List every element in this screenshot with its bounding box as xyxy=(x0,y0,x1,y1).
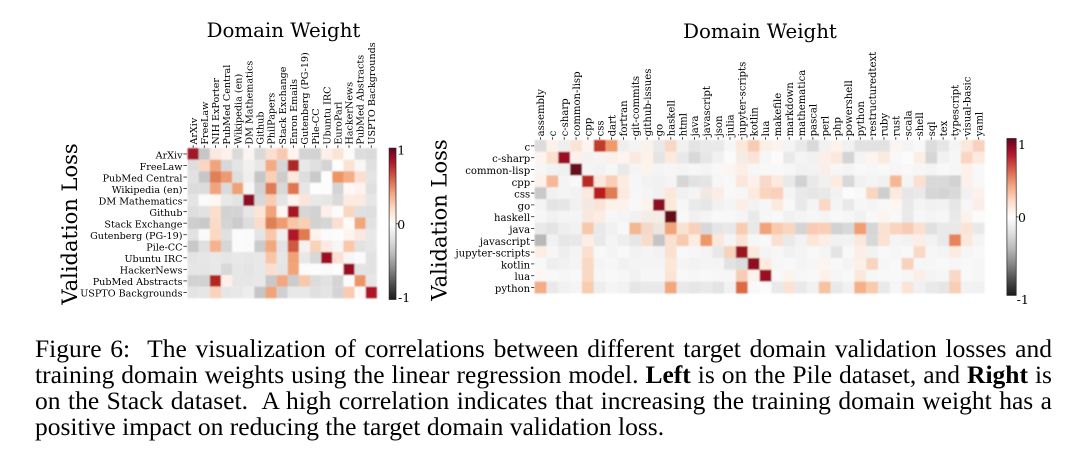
svg-text:USPTO Backgrounds: USPTO Backgrounds xyxy=(367,42,378,144)
svg-text:github-issues: github-issues xyxy=(643,69,654,137)
svg-text:python: python xyxy=(856,101,867,137)
svg-text:PubMed Abstracts: PubMed Abstracts xyxy=(93,277,183,288)
svg-text:Stack Exchange: Stack Exchange xyxy=(278,66,289,144)
svg-text:FreeLaw: FreeLaw xyxy=(200,101,211,145)
svg-text:jupyter-scripts: jupyter-scripts xyxy=(738,62,749,138)
svg-text:ArXiv: ArXiv xyxy=(155,150,183,161)
svg-text:javascript: javascript xyxy=(479,237,530,248)
svg-text:PubMed Abstracts: PubMed Abstracts xyxy=(356,55,367,145)
svg-text:-1: -1 xyxy=(398,290,410,305)
svg-text:jupyter-scripts: jupyter-scripts xyxy=(455,249,531,260)
svg-text:rust: rust xyxy=(891,116,902,137)
svg-text:common-lisp: common-lisp xyxy=(465,166,530,177)
svg-text:0: 0 xyxy=(1018,210,1026,225)
svg-text:Validation Loss: Validation Loss xyxy=(58,143,82,305)
svg-text:Validation Loss: Validation Loss xyxy=(428,139,452,301)
svg-text:pascal: pascal xyxy=(809,104,820,137)
svg-text:PubMed Central: PubMed Central xyxy=(103,173,183,184)
svg-text:PubMed Central: PubMed Central xyxy=(222,65,233,145)
svg-text:c-sharp: c-sharp xyxy=(560,98,571,136)
svg-text:Github: Github xyxy=(149,208,182,219)
svg-text:java: java xyxy=(690,116,701,138)
svg-text:c: c xyxy=(525,142,531,153)
svg-text:Gutenberg (PG-19): Gutenberg (PG-19) xyxy=(300,52,311,144)
svg-text:makefile: makefile xyxy=(773,93,784,137)
svg-text:ArXiv: ArXiv xyxy=(189,117,200,145)
svg-text:kotlin: kotlin xyxy=(501,260,531,271)
svg-text:css: css xyxy=(595,120,606,136)
svg-text:Wikipedia (en): Wikipedia (en) xyxy=(233,74,244,145)
svg-text:javascript: javascript xyxy=(702,86,713,137)
svg-text:-1: -1 xyxy=(1017,292,1029,307)
svg-text:julia: julia xyxy=(726,114,737,137)
svg-text:USPTO Backgrounds: USPTO Backgrounds xyxy=(80,289,182,300)
svg-text:restructuredtext: restructuredtext xyxy=(868,52,879,137)
svg-text:Stack Exchange: Stack Exchange xyxy=(104,220,182,231)
svg-text:lua: lua xyxy=(761,121,772,137)
svg-text:sql: sql xyxy=(927,122,938,137)
svg-text:java: java xyxy=(508,225,530,236)
svg-text:EuroParl: EuroParl xyxy=(333,102,344,145)
svg-text:Ubuntu IRC: Ubuntu IRC xyxy=(124,254,182,265)
svg-text:ruby: ruby xyxy=(880,113,891,137)
svg-text:HackerNews: HackerNews xyxy=(345,82,356,145)
svg-text:markdown: markdown xyxy=(785,82,796,137)
svg-text:Pile-CC: Pile-CC xyxy=(311,108,322,144)
svg-text:Domain Weight: Domain Weight xyxy=(683,20,837,43)
svg-text:c-sharp: c-sharp xyxy=(492,154,530,165)
svg-text:haskell: haskell xyxy=(666,100,677,136)
svg-text:DM Mathematics: DM Mathematics xyxy=(99,196,183,207)
svg-text:cpp: cpp xyxy=(584,118,595,137)
svg-text:Ubuntu IRC: Ubuntu IRC xyxy=(322,87,333,145)
svg-text:Pile-CC: Pile-CC xyxy=(146,243,182,254)
svg-text:tex: tex xyxy=(939,120,950,136)
svg-text:powershell: powershell xyxy=(844,80,855,136)
svg-text:php: php xyxy=(832,117,843,136)
svg-text:kotlin: kotlin xyxy=(749,107,760,137)
svg-text:typescript: typescript xyxy=(951,85,962,137)
svg-text:FreeLaw: FreeLaw xyxy=(140,162,184,173)
svg-text:go: go xyxy=(655,124,666,137)
svg-text:Github: Github xyxy=(256,112,267,145)
svg-text:html: html xyxy=(678,113,689,136)
svg-text:DM Mathematics: DM Mathematics xyxy=(244,61,255,145)
svg-text:cpp: cpp xyxy=(512,178,531,189)
svg-text:yaml: yaml xyxy=(974,112,985,138)
svg-text:assembly: assembly xyxy=(536,89,547,137)
svg-text:json: json xyxy=(714,115,725,137)
svg-text:PhilPapers: PhilPapers xyxy=(267,93,278,145)
svg-text:visual-basic: visual-basic xyxy=(963,76,974,137)
svg-text:Enron Emails: Enron Emails xyxy=(289,79,300,145)
svg-text:lua: lua xyxy=(514,272,530,283)
svg-text:go: go xyxy=(518,201,531,212)
svg-text:Domain Weight: Domain Weight xyxy=(207,19,361,42)
svg-text:perl: perl xyxy=(820,116,831,137)
svg-text:git-commits: git-commits xyxy=(631,76,642,137)
svg-text:HackerNews: HackerNews xyxy=(120,266,183,277)
svg-text:1: 1 xyxy=(397,142,405,157)
svg-text:mathematica: mathematica xyxy=(797,70,808,137)
svg-text:Wikipedia (en): Wikipedia (en) xyxy=(112,185,183,196)
svg-text:scala: scala xyxy=(903,110,914,136)
svg-text:python: python xyxy=(495,284,531,295)
svg-text:css: css xyxy=(514,190,530,201)
svg-text:1: 1 xyxy=(1018,137,1026,152)
svg-text:c: c xyxy=(548,130,559,136)
svg-text:Gutenberg (PG-19): Gutenberg (PG-19) xyxy=(90,231,182,242)
svg-text:dart: dart xyxy=(607,115,618,136)
svg-text:shell: shell xyxy=(915,112,926,136)
svg-text:haskell: haskell xyxy=(494,213,530,224)
svg-text:0: 0 xyxy=(397,217,405,232)
svg-text:NIH ExPorter: NIH ExPorter xyxy=(211,78,222,145)
svg-text:fortran: fortran xyxy=(619,100,630,137)
svg-text:common-lisp: common-lisp xyxy=(572,71,583,136)
